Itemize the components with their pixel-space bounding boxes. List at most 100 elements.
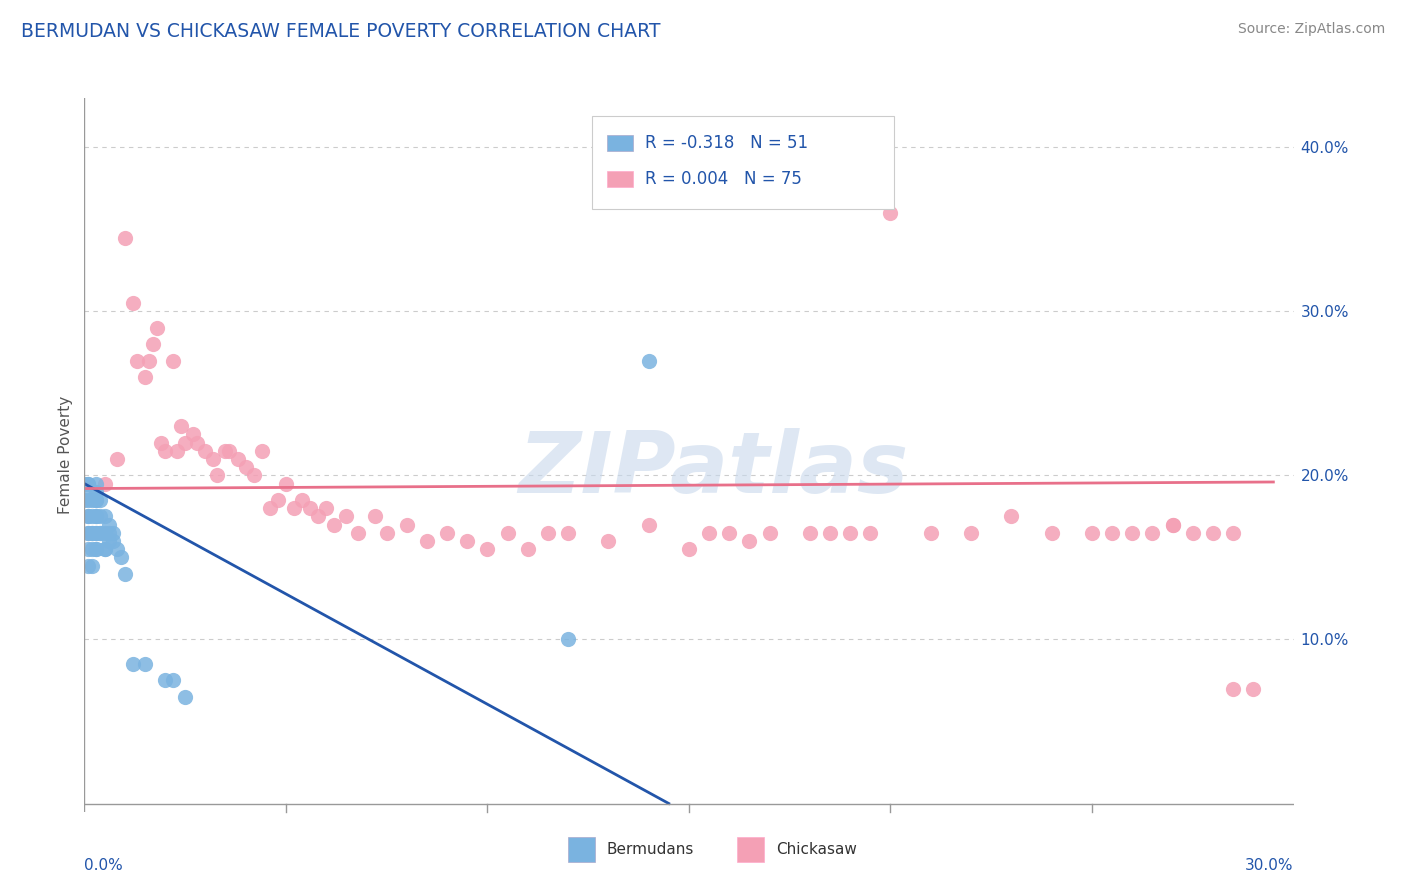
Point <box>226 452 249 467</box>
Point <box>89 525 111 540</box>
Point <box>86 525 108 540</box>
Point <box>299 501 322 516</box>
Point <box>1081 525 1104 540</box>
Point <box>73 476 96 491</box>
Point <box>395 517 418 532</box>
Point <box>93 476 115 491</box>
Point <box>77 558 100 573</box>
Point <box>347 525 370 540</box>
Point <box>77 509 100 524</box>
Point <box>920 525 942 540</box>
Point <box>323 517 346 532</box>
Point <box>93 542 115 557</box>
Text: R = 0.004   N = 75: R = 0.004 N = 75 <box>645 169 803 187</box>
Point <box>718 525 741 540</box>
Point <box>1241 681 1264 696</box>
Point <box>859 525 882 540</box>
Point <box>207 468 229 483</box>
Text: Source: ZipAtlas.com: Source: ZipAtlas.com <box>1237 22 1385 37</box>
Point <box>97 517 120 532</box>
Point <box>121 296 143 310</box>
Point <box>82 484 104 499</box>
Point <box>250 443 273 458</box>
Point <box>77 542 100 557</box>
Bar <box>607 171 633 186</box>
Point <box>274 476 297 491</box>
Point <box>879 206 901 220</box>
Point <box>181 427 204 442</box>
Point <box>77 509 100 524</box>
Point <box>97 534 120 549</box>
Point <box>315 501 337 516</box>
Point <box>170 419 193 434</box>
Point <box>114 566 136 581</box>
Point <box>77 493 100 508</box>
Point <box>89 525 111 540</box>
Point <box>97 525 120 540</box>
Point <box>101 525 124 540</box>
Point <box>86 493 108 508</box>
Point <box>1161 517 1184 532</box>
Point <box>537 525 560 540</box>
Point <box>125 353 148 368</box>
Point <box>307 509 329 524</box>
Point <box>89 493 111 508</box>
Point <box>235 460 257 475</box>
Point <box>758 525 780 540</box>
Point <box>105 452 128 467</box>
Point <box>214 443 236 458</box>
Point <box>291 493 314 508</box>
Bar <box>737 837 763 862</box>
Point <box>242 468 264 483</box>
Point <box>1040 525 1063 540</box>
Point <box>134 657 156 671</box>
Point <box>218 443 240 458</box>
Point <box>146 320 169 334</box>
Point <box>1202 525 1225 540</box>
Point <box>101 534 124 549</box>
Text: BERMUDAN VS CHICKASAW FEMALE POVERTY CORRELATION CHART: BERMUDAN VS CHICKASAW FEMALE POVERTY COR… <box>21 22 661 41</box>
Point <box>82 542 104 557</box>
Point <box>105 542 128 557</box>
Point <box>153 673 176 688</box>
Point <box>93 525 115 540</box>
Point <box>267 493 290 508</box>
Point <box>86 484 108 499</box>
Point <box>162 673 184 688</box>
Point <box>477 542 499 557</box>
Point <box>259 501 281 516</box>
Text: 30.0%: 30.0% <box>1246 858 1294 873</box>
FancyBboxPatch shape <box>592 116 894 209</box>
Point <box>283 501 305 516</box>
Point <box>1222 681 1244 696</box>
Point <box>138 353 160 368</box>
Point <box>82 525 104 540</box>
Point <box>456 534 478 549</box>
Point <box>86 525 108 540</box>
Point <box>77 476 100 491</box>
Bar <box>568 837 595 862</box>
Point <box>416 534 439 549</box>
Point <box>335 509 357 524</box>
Point <box>134 370 156 384</box>
Point <box>436 525 458 540</box>
Point <box>1142 525 1164 540</box>
Point <box>1000 509 1022 524</box>
Point <box>86 476 108 491</box>
Point <box>960 525 983 540</box>
Point <box>186 435 208 450</box>
Point <box>142 337 165 351</box>
Point <box>82 493 104 508</box>
Point <box>86 493 108 508</box>
Point <box>637 353 659 368</box>
Text: Chickasaw: Chickasaw <box>776 842 856 856</box>
Point <box>839 525 862 540</box>
Point <box>202 452 225 467</box>
Point <box>121 657 143 671</box>
Text: 0.0%: 0.0% <box>84 858 124 873</box>
Point <box>598 534 620 549</box>
Point <box>174 690 197 704</box>
Point <box>162 353 184 368</box>
Point <box>363 509 385 524</box>
Point <box>375 525 398 540</box>
